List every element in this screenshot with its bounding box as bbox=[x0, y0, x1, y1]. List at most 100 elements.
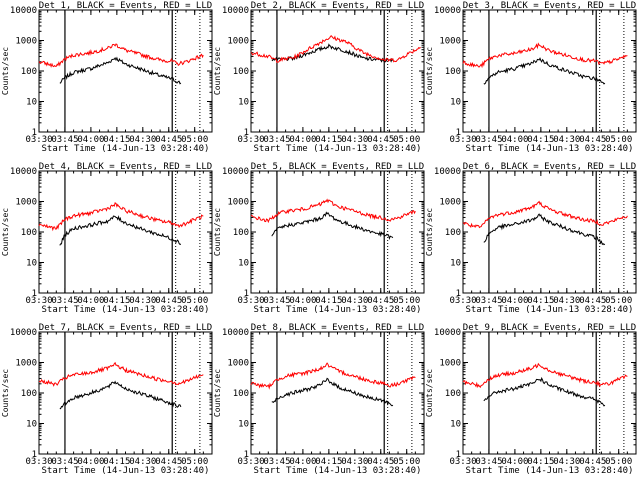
x-tick-label: 04:45 bbox=[367, 135, 394, 145]
x-tick-label: 03:45 bbox=[51, 296, 78, 306]
y-tick-label: 10 bbox=[238, 98, 249, 108]
y-tick-label: 1000 bbox=[439, 37, 461, 47]
x-axis-label: Start Time (14-Jun-13 03:28:40) bbox=[254, 305, 422, 315]
series-line-events bbox=[271, 211, 394, 240]
x-tick-label: 03:30 bbox=[237, 135, 264, 145]
y-axis-label: Counts/sec bbox=[1, 47, 10, 95]
x-axis-label: Start Time (14-Jun-13 03:28:40) bbox=[42, 466, 210, 476]
x-tick-label: 03:45 bbox=[263, 457, 290, 467]
x-tick-label: 04:30 bbox=[553, 135, 580, 145]
x-tick-label: 03:30 bbox=[449, 457, 476, 467]
y-tick-label: 100 bbox=[445, 67, 461, 77]
panel-det-3: Det 3, BLACK = Events, RED = LLD 1 10 100 10… bbox=[425, 1, 637, 154]
y-axis-label: Counts/sec bbox=[425, 47, 434, 95]
x-tick-label: 04:30 bbox=[129, 296, 156, 306]
y-tick-label: 1 bbox=[244, 289, 249, 299]
x-axis-label: Start Time (14-Jun-13 03:28:40) bbox=[42, 144, 210, 154]
series-line-events bbox=[59, 56, 182, 85]
y-axis-label: Counts/sec bbox=[1, 208, 10, 256]
x-tick-label: 04:45 bbox=[579, 135, 606, 145]
y-tick-label: 10000 bbox=[10, 6, 37, 16]
x-axis-label: Start Time (14-Jun-13 03:28:40) bbox=[42, 305, 210, 315]
panel-title: Det 7, BLACK = Events, RED = LLD bbox=[39, 323, 212, 333]
y-tick-label: 10000 bbox=[434, 167, 461, 177]
panel-title: Det 8, BLACK = Events, RED = LLD bbox=[251, 323, 424, 333]
y-axis-label: Counts/sec bbox=[1, 369, 10, 417]
x-axis-label: Start Time (14-Jun-13 03:28:40) bbox=[254, 466, 422, 476]
x-tick-label: 04:30 bbox=[341, 135, 368, 145]
x-tick-label: 04:30 bbox=[553, 296, 580, 306]
x-tick-label: 03:45 bbox=[51, 457, 78, 467]
y-tick-label: 100 bbox=[445, 389, 461, 399]
y-tick-label: 1 bbox=[244, 450, 249, 460]
x-tick-label: 03:30 bbox=[25, 296, 52, 306]
series-line-events bbox=[271, 377, 394, 407]
x-tick-label: 04:45 bbox=[579, 296, 606, 306]
series-line-events bbox=[59, 215, 182, 246]
series-line-events bbox=[483, 57, 606, 85]
y-axis-label: Counts/sec bbox=[213, 369, 222, 417]
x-tick-label: 04:30 bbox=[129, 457, 156, 467]
x-tick-label: 04:15 bbox=[315, 296, 342, 306]
x-tick-label: 05:00 bbox=[393, 135, 420, 145]
x-tick-label: 04:15 bbox=[527, 135, 554, 145]
panel-title: Det 3, BLACK = Events, RED = LLD bbox=[463, 1, 636, 11]
x-tick-label: 03:45 bbox=[263, 135, 290, 145]
y-tick-label: 1 bbox=[32, 289, 37, 299]
y-tick-label: 10000 bbox=[10, 328, 37, 338]
y-tick-label: 10 bbox=[238, 420, 249, 430]
y-tick-label: 10 bbox=[26, 98, 37, 108]
x-tick-label: 04:00 bbox=[501, 135, 528, 145]
x-tick-label: 04:15 bbox=[315, 457, 342, 467]
series-line-lld bbox=[462, 200, 628, 229]
x-tick-label: 05:00 bbox=[605, 135, 632, 145]
panel-title: Det 6, BLACK = Events, RED = LLD bbox=[463, 162, 636, 172]
y-axis-label: Counts/sec bbox=[425, 208, 434, 256]
panel-det-7: Det 7, BLACK = Events, RED = LLD 1 10 100 10… bbox=[1, 323, 213, 476]
x-tick-label: 05:00 bbox=[393, 296, 420, 306]
series-line-lld bbox=[462, 42, 628, 69]
x-tick-label: 04:15 bbox=[315, 135, 342, 145]
panel-det-5: Det 5, BLACK = Events, RED = LLD 1 10 100 10… bbox=[213, 162, 425, 315]
x-tick-label: 05:00 bbox=[605, 296, 632, 306]
y-tick-label: 1000 bbox=[227, 359, 249, 369]
y-tick-label: 1000 bbox=[227, 198, 249, 208]
y-tick-label: 10 bbox=[450, 420, 461, 430]
panel-det-1: Det 1, BLACK = Events, RED = LLD 1 10 100 10… bbox=[1, 1, 213, 154]
y-tick-label: 1000 bbox=[15, 198, 37, 208]
y-tick-label: 1 bbox=[32, 128, 37, 138]
x-axis-label: Start Time (14-Jun-13 03:28:40) bbox=[466, 466, 634, 476]
series-line-lld bbox=[250, 35, 421, 63]
x-tick-label: 03:30 bbox=[237, 296, 264, 306]
x-axis-label: Start Time (14-Jun-13 03:28:40) bbox=[466, 144, 634, 154]
y-tick-label: 1 bbox=[456, 289, 461, 299]
panel-title: Det 2, BLACK = Events, RED = LLD bbox=[251, 1, 424, 11]
y-tick-label: 10000 bbox=[434, 328, 461, 338]
x-tick-label: 04:00 bbox=[289, 135, 316, 145]
y-tick-label: 10000 bbox=[222, 167, 249, 177]
y-tick-label: 1 bbox=[244, 128, 249, 138]
panel-title: Det 1, BLACK = Events, RED = LLD bbox=[39, 1, 212, 11]
x-tick-label: 05:00 bbox=[181, 296, 208, 306]
panel-det-8: Det 8, BLACK = Events, RED = LLD 1 10 100 10… bbox=[213, 323, 425, 476]
series-line-events bbox=[483, 213, 606, 246]
series-line-events bbox=[59, 380, 182, 410]
x-tick-label: 04:00 bbox=[501, 457, 528, 467]
x-tick-label: 03:45 bbox=[263, 296, 290, 306]
panel-det-2: Det 2, BLACK = Events, RED = LLD 1 10 100 10… bbox=[213, 1, 425, 154]
y-tick-label: 1000 bbox=[439, 198, 461, 208]
y-tick-label: 100 bbox=[233, 67, 249, 77]
y-tick-label: 100 bbox=[21, 389, 37, 399]
y-tick-label: 1 bbox=[456, 450, 461, 460]
y-tick-label: 1000 bbox=[15, 359, 37, 369]
x-tick-label: 03:30 bbox=[25, 135, 52, 145]
panel-det-6: Det 6, BLACK = Events, RED = LLD 1 10 100 10… bbox=[425, 162, 637, 315]
y-tick-label: 100 bbox=[21, 228, 37, 238]
x-tick-label: 04:15 bbox=[103, 135, 130, 145]
x-tick-label: 05:00 bbox=[393, 457, 420, 467]
x-tick-label: 03:30 bbox=[237, 457, 264, 467]
x-tick-label: 04:45 bbox=[367, 457, 394, 467]
series-line-lld bbox=[38, 43, 204, 68]
y-tick-label: 1000 bbox=[227, 37, 249, 47]
y-tick-label: 1 bbox=[32, 450, 37, 460]
